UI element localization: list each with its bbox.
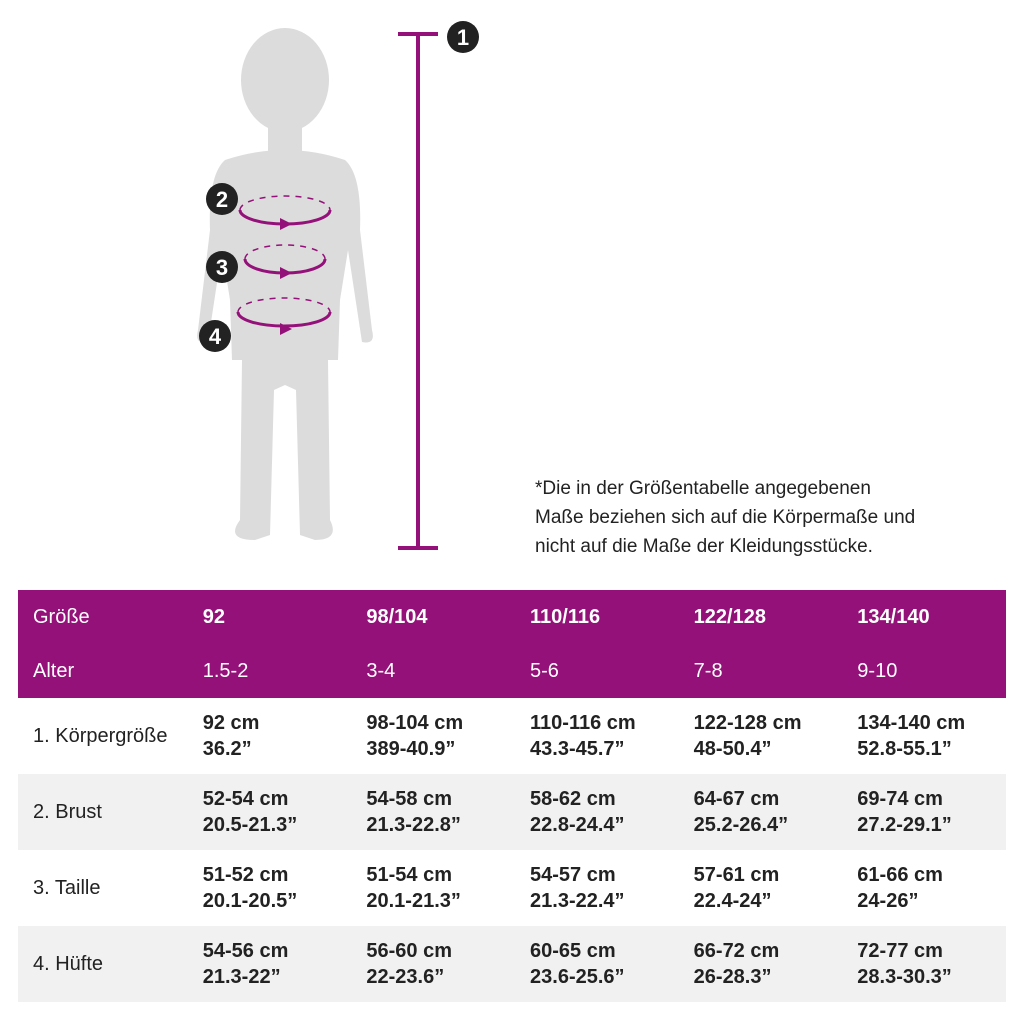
cm-value: 52-54 cm [202,788,289,810]
cm-value: 54-57 cm [530,864,616,886]
row-label: 2. Brust [18,774,188,850]
inch-value: 20.1-20.5” [202,890,298,912]
header-label: Größe [18,590,188,644]
table-row: 2. Brust 52-54 cm 20.5-21.3” 54-58 cm 21.3-2… [18,774,1006,850]
row-label: 3. Taille [33,877,101,899]
child-silhouette [197,28,373,540]
table-cell: 54-57 cm 21.3-22.4” [515,850,679,926]
row-label: 4. Hüfte [18,926,188,1002]
measurement-figure: 1 2 3 4 [197,21,479,550]
table-cell: 72-77 cm 28.3-30.3” [842,926,1006,1002]
marker-2: 2 [216,187,228,212]
cm-value: 51-52 cm [202,864,289,886]
table-cell: 51-54 cm 20.1-21.3” [351,850,515,926]
cm-value: 122-128 cm [693,712,802,734]
cm-value: 134-140 cm [857,712,966,734]
table-cell: 64-67 cm 25.2-26.4” [678,774,843,850]
cm-value: 51-54 cm [366,864,452,886]
table-cell: 54-56 cm 21.3-22” [187,926,352,1002]
table-row: 3. Taille 51-52 cm 20.1-20.5” 51-54 cm 20.1-… [18,850,1006,926]
inch-value: 22.8-24.4” [530,814,625,836]
table-cell: 56-60 cm 22-23.6” [351,926,516,1002]
inch-value: 48-50.4” [693,738,772,760]
note-line: nicht auf die Maße der Kleidungsstücke. [535,536,873,557]
inch-value: 43.3-45.7” [530,738,625,760]
inch-value: 52.8-55.1” [857,738,952,760]
inch-value: 20.5-21.3” [202,814,298,836]
size-note: *Die in der Größentabelle angegebenen Ma… [535,474,915,561]
inch-value: 20.1-21.3” [366,890,461,912]
inch-value: 389-40.9” [366,738,456,760]
table-cell: 61-66 cm 24-26” [842,850,1006,926]
inch-value: 25.2-26.4” [693,814,789,836]
cm-value: 61-66 cm [857,864,943,886]
cm-value: 57-61 cm [693,864,780,886]
table-cell: 58-62 cm 22.8-24.4” [515,774,679,850]
inch-value: 28.3-30.3” [857,966,952,988]
table-cell: 110-116 cm 43.3-45.7” [515,698,679,774]
inch-value: 26-28.3” [693,966,772,988]
table-row: 1. Körpergröße 92 cm 36.2” 98-104 cm 389-40.… [18,698,1006,774]
table-cell: 134-140 cm 52.8-55.1” [842,698,1006,774]
header-cell: 98/104 [351,590,516,644]
row-label: 1. Körpergröße [33,725,168,747]
table-cell: 60-65 cm 23.6-25.6” [515,926,679,1002]
inch-value: 21.3-22.4” [530,890,625,912]
note-line: *Die in der Größentabelle angegebenen [535,478,871,499]
inch-value: 24-26” [857,890,919,912]
header-cell: 110/116 [515,590,679,644]
table-cell: 52-54 cm 20.5-21.3” [187,774,352,850]
cm-value: 54-56 cm [202,940,289,962]
inch-value: 23.6-25.6” [530,966,625,988]
table-cell: 69-74 cm 27.2-29.1” [842,774,1006,850]
cm-value: 54-58 cm [366,788,452,810]
table-cell: 92 cm 36.2” [188,698,352,774]
cm-value: 98-104 cm [366,712,464,734]
cm-value: 72-77 cm [857,940,943,962]
cm-value: 69-74 cm [857,788,943,810]
cm-value: 58-62 cm [530,788,616,810]
header-row: Alter 1.5-2 3-4 5-6 7-8 9-10 [18,644,1006,698]
marker-4: 4 [209,324,222,349]
table-row: 4. Hüfte 54-56 cm 21.3-22” 56-60 cm 22-23.6”… [18,926,1006,1002]
header-cell: 92 [187,590,352,644]
header-label: Alter [18,644,188,698]
header-cell: 3-4 [351,644,516,698]
cm-value: 66-72 cm [693,940,780,962]
header-cell: 1.5-2 [187,644,352,698]
cm-value: 56-60 cm [366,940,452,962]
note-line: Maße beziehen sich auf die Körpermaße un… [535,507,916,528]
cm-value: 64-67 cm [693,788,780,810]
header-cell: 134/140 [842,590,1006,644]
marker-badges: 1 2 3 4 [199,21,479,352]
table-cell: 51-52 cm 20.1-20.5” [188,850,352,926]
table-cell: 98-104 cm 389-40.9” [351,698,515,774]
header-cell: 7-8 [678,644,843,698]
table-cell: 54-58 cm 21.3-22.8” [351,774,516,850]
marker-1: 1 [457,25,469,50]
table-cell: 57-61 cm 22.4-24” [679,850,843,926]
header-cell: 9-10 [842,644,1006,698]
inch-value: 27.2-29.1” [857,814,952,836]
header-cell: 5-6 [515,644,679,698]
inch-value: 21.3-22” [202,966,281,988]
size-table: Größe 92 98/104 110/116 122/128 134/140 Alter 1… [18,590,1006,1002]
inch-value: 21.3-22.8” [366,814,461,836]
cm-value: 60-65 cm [530,940,616,962]
marker-3: 3 [216,255,228,280]
header-cell: 122/128 [678,590,843,644]
table-cell: 66-72 cm 26-28.3” [678,926,843,1002]
header-row: Größe 92 98/104 110/116 122/128 134/140 [18,590,1006,644]
inch-value: 22.4-24” [693,890,772,912]
cm-value: 110-116 cm [530,712,636,734]
cm-value: 92 cm [202,712,260,734]
inch-value: 36.2” [202,738,252,760]
table-cell: 122-128 cm 48-50.4” [679,698,843,774]
height-bar [398,32,438,550]
inch-value: 22-23.6” [366,966,445,988]
